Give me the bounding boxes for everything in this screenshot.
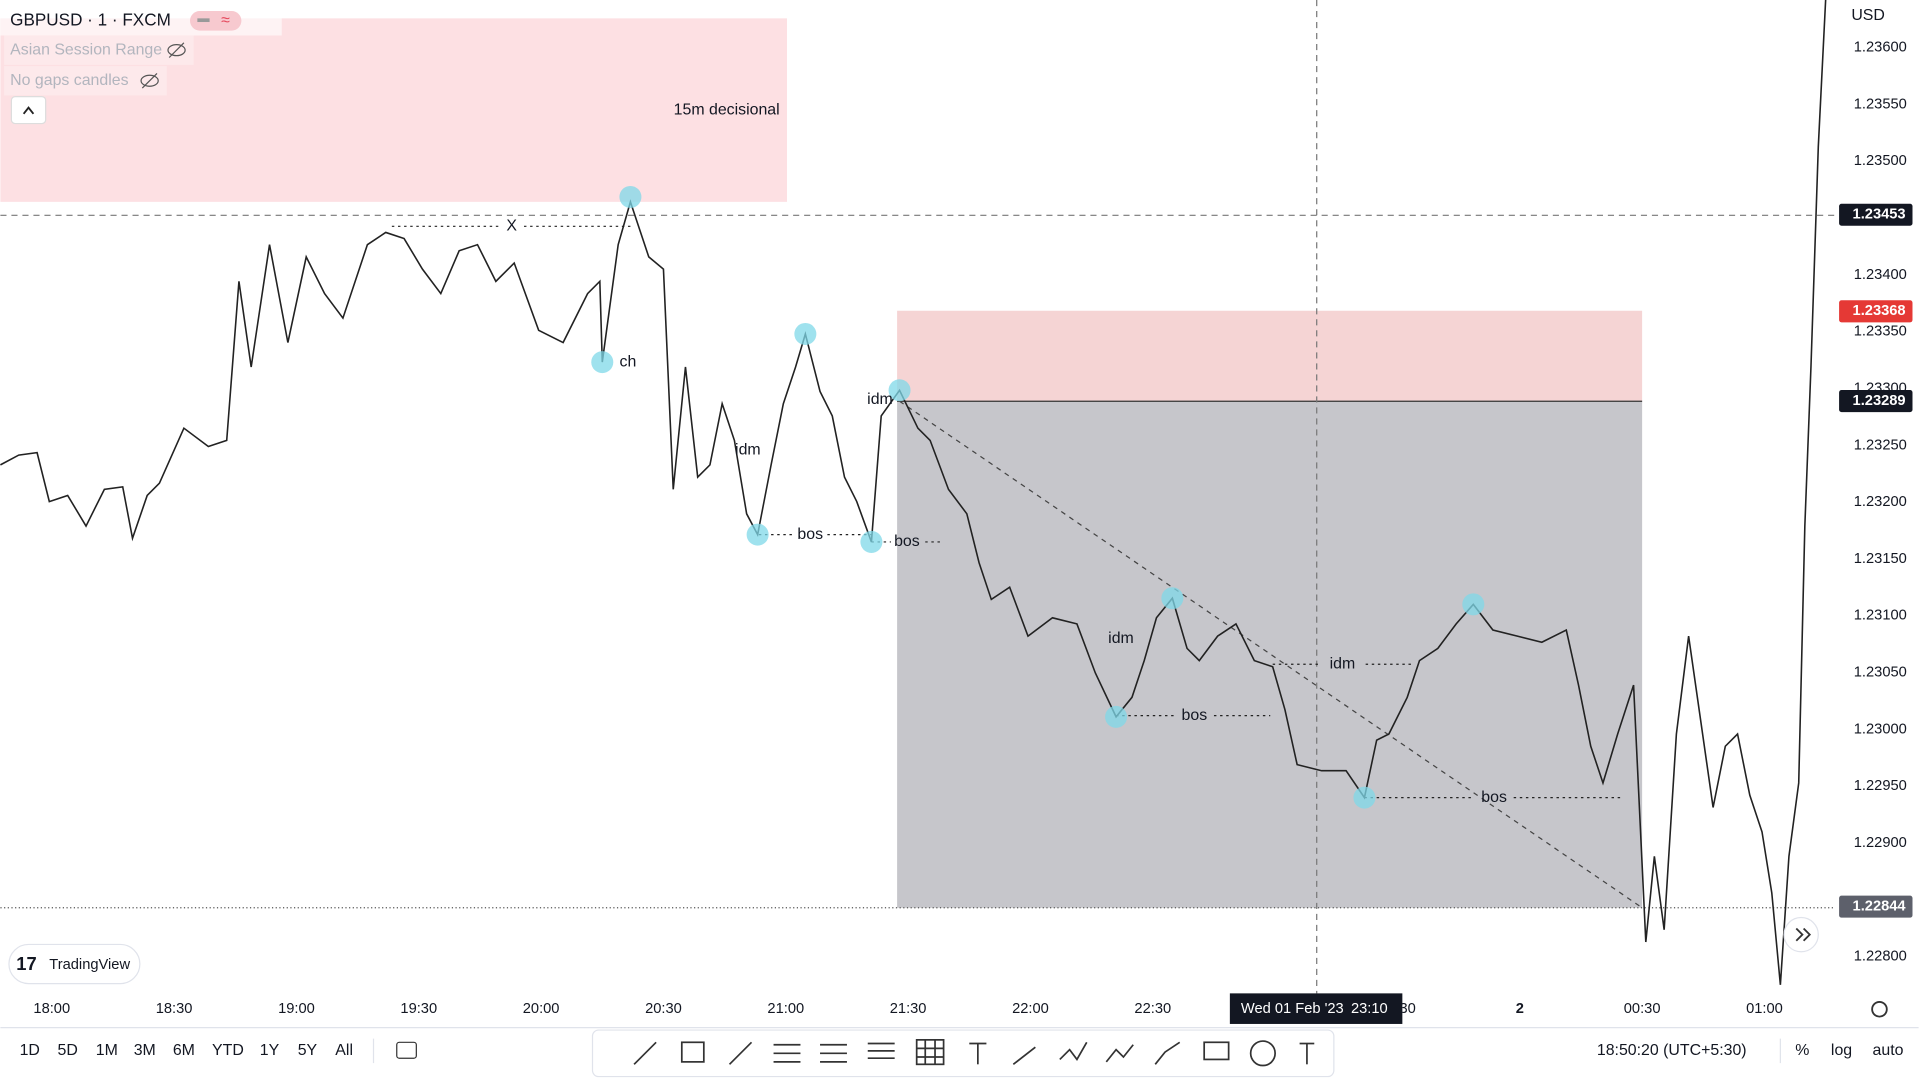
goto-date[interactable] — [396, 1041, 417, 1059]
drawing-tools[interactable] — [633, 1038, 1315, 1067]
time-tick-label: 20:00 — [523, 1001, 560, 1017]
currency[interactable]: USD — [1851, 7, 1885, 24]
annotation: bos — [797, 526, 823, 543]
annotation: idm — [1330, 655, 1356, 672]
price-badge — [1839, 300, 1913, 323]
price-axis: 1.23600 1.23550 1.23500 1.23400 1.23350 1.233… — [1839, 40, 1913, 965]
settings-icon[interactable] — [1871, 1001, 1888, 1018]
time-tick-label: 22:00 — [1012, 1001, 1049, 1017]
time-tick-label: 18:30 — [156, 1001, 193, 1017]
trend-line — [899, 400, 1643, 909]
time-tick-label: 22:30 — [1134, 1001, 1171, 1017]
price-tick-label: 1.23200 — [1854, 494, 1907, 510]
branding-box[interactable] — [8, 943, 141, 985]
price-tick-label: 1.23600 — [1854, 40, 1907, 56]
zone-label: 15m decisional — [674, 101, 780, 118]
annotation: bos — [1481, 789, 1507, 806]
price-tick-label: 1.22950 — [1854, 778, 1907, 794]
annotations: Xch idm idm bos bos idm bos idm bos — [506, 218, 1507, 806]
hide-icons[interactable] — [140, 42, 186, 89]
structure-lines — [391, 225, 1622, 799]
annotation: idm — [1108, 630, 1134, 647]
scale-option[interactable]: % — [1795, 1042, 1809, 1059]
collapse-icon — [22, 106, 35, 115]
range-button[interactable]: 5D — [58, 1042, 78, 1059]
time-tick-label: 01:00 — [1746, 1001, 1783, 1017]
price-badge — [1839, 390, 1913, 413]
time-axis: 18:00 18:30 19:00 19:30 20:00 20:30 21:00 21:30… — [33, 1001, 1782, 1017]
annotation: idm — [867, 391, 893, 408]
price-badge-label: 1.23368 — [1853, 303, 1906, 319]
price-badge-label: 1.23453 — [1853, 207, 1906, 223]
scale-option[interactable]: auto — [1873, 1042, 1904, 1059]
target-zone — [897, 401, 1643, 908]
scale-options: % log auto — [1795, 1042, 1903, 1059]
scale-option[interactable]: log — [1831, 1042, 1852, 1059]
symbol[interactable]: GBPUSD · 1 · FXCM — [10, 10, 171, 29]
range-button[interactable]: 3M — [134, 1042, 156, 1059]
clock: 18:50:20 (UTC+5:30) — [1597, 1042, 1747, 1059]
scroll-icon — [1795, 927, 1804, 942]
status-pill — [190, 11, 242, 31]
range-button[interactable]: 1M — [96, 1042, 118, 1059]
indicator-name[interactable]: No gaps candles — [10, 72, 128, 89]
indicator-name[interactable]: Asian Session Range — [10, 41, 162, 58]
price-tick-label: 1.22900 — [1854, 835, 1907, 851]
time-tick-label: 20:30 — [645, 1001, 682, 1017]
crosshair-date: Wed 01 Feb '23 — [1241, 1001, 1344, 1017]
price-tick-label: 1.23100 — [1854, 608, 1907, 624]
range-button[interactable]: 1Y — [260, 1042, 280, 1059]
time-tick-label: 18:00 — [33, 1001, 70, 1017]
price-badge-label: 1.22844 — [1853, 899, 1907, 915]
indicator-bg — [4, 66, 167, 96]
branding-logo: 17 — [16, 953, 36, 974]
range-button[interactable]: 1D — [20, 1042, 40, 1059]
range-button[interactable]: All — [335, 1042, 353, 1059]
price-tick-label: 1.23350 — [1854, 324, 1907, 340]
price-axis-bg — [1835, 0, 1919, 1028]
status-icon: ≈ — [221, 12, 230, 29]
annotation: X — [506, 218, 517, 235]
price-tick-label: 1.23150 — [1854, 551, 1907, 567]
price-tick-label: 1.23500 — [1854, 153, 1907, 169]
time-tick-label: 19:00 — [278, 1001, 315, 1017]
collapse-button[interactable] — [10, 96, 47, 125]
drawing-toolbar — [591, 1029, 1335, 1078]
branding[interactable]: TradingView — [49, 957, 130, 973]
stop-zone — [897, 310, 1643, 402]
annotation: bos — [1182, 707, 1208, 724]
price-tick-label: 1.23050 — [1854, 664, 1907, 680]
time-tick-label: 21:00 — [767, 1001, 804, 1017]
range-buttons: 1D 5D 1M 3M 6M YTD 1Y 5Y All — [20, 1042, 353, 1059]
annotation: idm — [735, 441, 761, 458]
range-button[interactable]: 6M — [173, 1042, 195, 1059]
crosshair-label-bg — [1229, 993, 1403, 1024]
annotation: bos — [894, 533, 920, 550]
price-tick-label: 1.23550 — [1854, 96, 1907, 112]
status-icon — [197, 18, 210, 23]
swing-markers — [591, 185, 1485, 809]
price-badge — [1839, 895, 1913, 918]
price-badge-label: 1.23289 — [1853, 393, 1906, 409]
range-button[interactable]: 5Y — [298, 1042, 318, 1059]
price-path — [0, 0, 1827, 985]
annotation: ch — [620, 353, 637, 370]
time-tick-label: 2 — [1516, 1001, 1524, 1017]
time-tick-label: 00:30 — [1624, 1001, 1661, 1017]
price-tick-label: 1.22800 — [1854, 949, 1907, 965]
indicator-bg — [4, 35, 194, 65]
price-tick-label: 1.23000 — [1854, 721, 1907, 737]
time-tick-label: 21:30 — [890, 1001, 927, 1017]
price-tick-label: 1.23250 — [1854, 437, 1907, 453]
time-tick-label: 19:30 — [400, 1001, 437, 1017]
scroll-icon — [1802, 927, 1812, 942]
range-button[interactable]: YTD — [212, 1042, 244, 1059]
price-badge — [1839, 203, 1913, 226]
price-tick-label: 1.23400 — [1854, 267, 1907, 283]
crosshair-time: 23:10 — [1351, 1001, 1388, 1017]
